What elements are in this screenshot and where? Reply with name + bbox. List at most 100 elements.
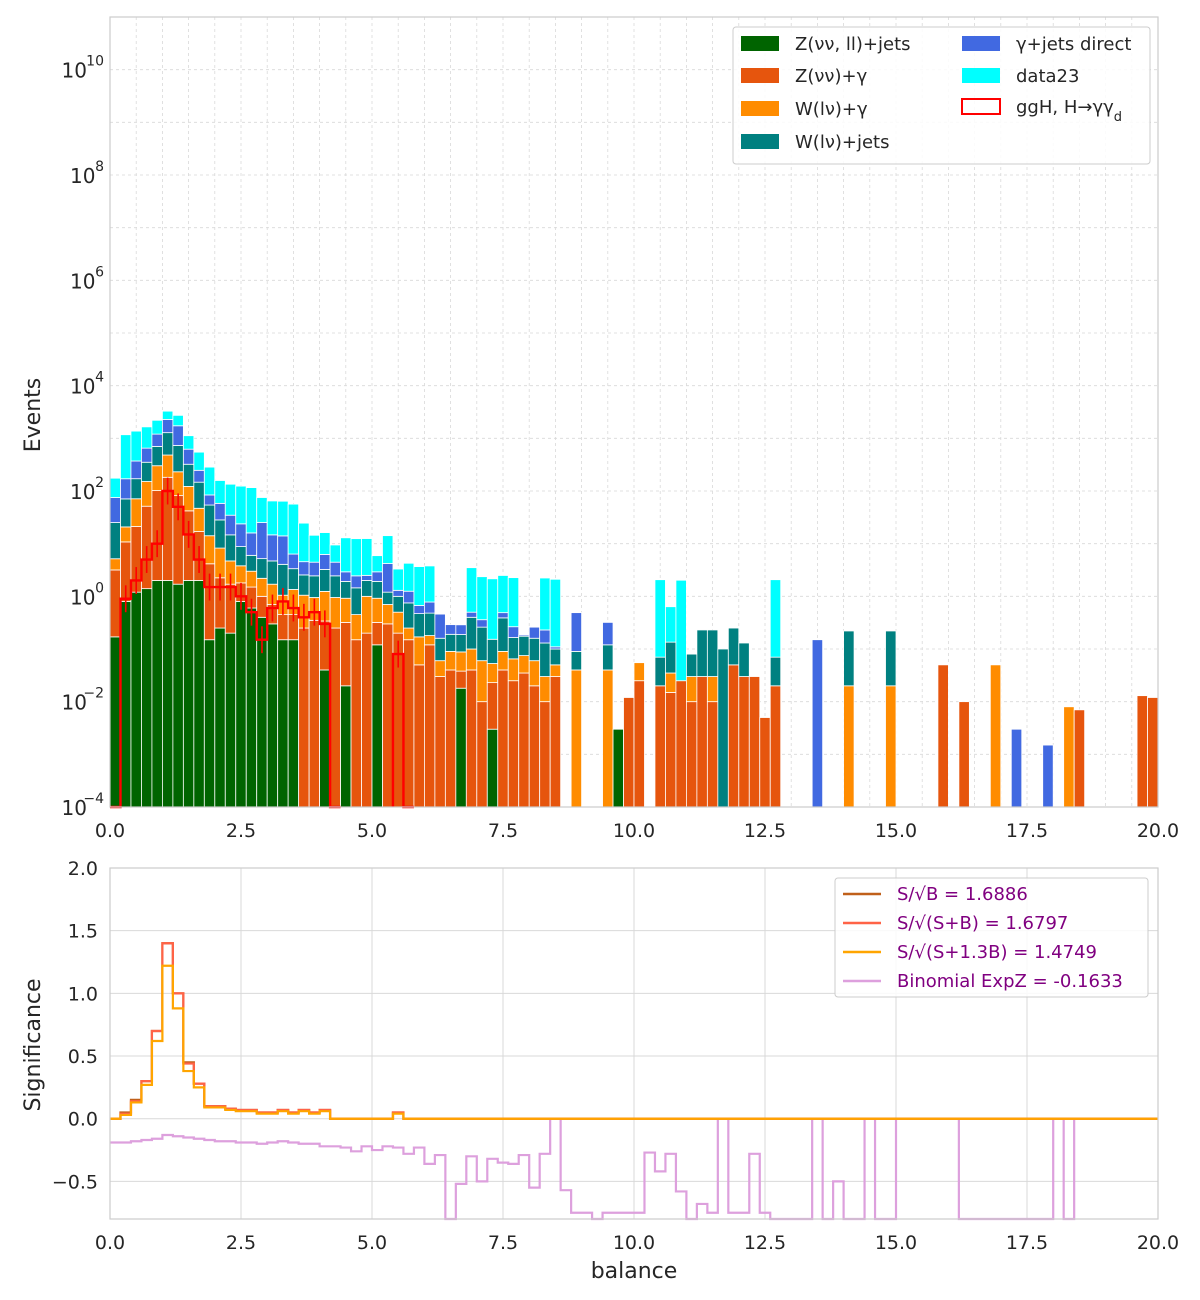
bottom-legend-label: S/√(S+B) = 1.6797 bbox=[897, 913, 1068, 934]
histogram-bar bbox=[403, 562, 415, 592]
histogram-bar bbox=[329, 561, 341, 577]
histogram-bar bbox=[455, 651, 467, 672]
histogram-bar bbox=[423, 601, 436, 614]
histogram-bar bbox=[727, 664, 740, 808]
histogram-bar bbox=[612, 728, 624, 808]
histogram-bar bbox=[382, 604, 394, 625]
histogram-bar bbox=[350, 575, 362, 589]
bottom-y-tick-labels: −0.5 0.0 0.5 1.0 1.5 2.0 bbox=[52, 858, 98, 1193]
histogram-bar bbox=[528, 685, 541, 808]
histogram-bar bbox=[413, 566, 425, 606]
top-y-tick-base: 10 bbox=[70, 269, 95, 293]
histogram-bar bbox=[109, 497, 121, 523]
histogram-bar bbox=[518, 655, 530, 674]
histogram-bar bbox=[161, 419, 174, 434]
bottom-legend-items: S/√B = 1.6886 S/√(S+B) = 1.6797 S/√(S+1.3B… bbox=[843, 884, 1123, 992]
top-x-tick-label: 0.0 bbox=[95, 820, 125, 842]
histogram-bar bbox=[340, 597, 352, 623]
histogram-bar bbox=[382, 623, 394, 808]
histogram-bar bbox=[444, 624, 457, 635]
bottom-legend-label: S/√(S+1.3B) = 1.4749 bbox=[897, 942, 1097, 963]
top-y-tick-base: 10 bbox=[70, 375, 95, 399]
histogram-bar bbox=[319, 569, 331, 592]
histogram-bar bbox=[141, 447, 153, 463]
histogram-bar bbox=[497, 617, 509, 652]
bottom-y-tick-label: 0.5 bbox=[68, 1046, 98, 1068]
histogram-bar bbox=[392, 568, 404, 591]
histogram-bar bbox=[130, 430, 142, 462]
histogram-bar bbox=[298, 561, 310, 576]
top-x-tick-label: 10.0 bbox=[613, 820, 655, 842]
histogram-bar bbox=[182, 435, 195, 450]
bottom-x-tick-label: 17.5 bbox=[1006, 1232, 1048, 1254]
histogram-bar bbox=[350, 587, 362, 615]
histogram-bar bbox=[465, 567, 478, 613]
histogram-bar bbox=[518, 634, 530, 637]
histogram-bar bbox=[109, 558, 121, 571]
histogram-bar bbox=[287, 568, 300, 590]
histogram-bar bbox=[266, 500, 279, 536]
histogram-bar bbox=[214, 480, 226, 504]
histogram-bar bbox=[811, 639, 824, 808]
histogram-bar bbox=[298, 574, 310, 596]
histogram-bar bbox=[245, 554, 258, 572]
histogram-bar bbox=[507, 658, 520, 682]
top-y-tick: 010 bbox=[70, 580, 104, 609]
histogram-bar bbox=[182, 580, 195, 808]
histogram-bar bbox=[455, 624, 467, 635]
top-y-tick: −410 bbox=[62, 791, 105, 820]
histogram-bar bbox=[706, 676, 719, 703]
histogram-bar bbox=[277, 639, 289, 808]
histogram-bar bbox=[434, 613, 446, 639]
histogram-bar bbox=[151, 465, 163, 491]
histogram-bar bbox=[497, 575, 509, 614]
histogram-bar bbox=[486, 663, 499, 684]
histogram-bar bbox=[193, 580, 205, 808]
bottom-x-tick-label: 20.0 bbox=[1137, 1232, 1179, 1254]
top-y-tick: 210 bbox=[70, 475, 104, 504]
histogram-bar bbox=[769, 579, 782, 658]
bottom-legend-entry: S/√(S+1.3B) = 1.4749 bbox=[843, 942, 1097, 963]
top-y-tick: −210 bbox=[62, 686, 104, 715]
histogram-bar bbox=[214, 627, 226, 808]
histogram-bar bbox=[340, 571, 352, 582]
histogram-bar bbox=[507, 577, 520, 628]
histogram-bar bbox=[497, 612, 509, 619]
histogram-bar bbox=[256, 558, 268, 579]
histogram-bar bbox=[350, 538, 362, 577]
histogram-bar bbox=[507, 626, 520, 638]
legend-entry: Z(νν)+γ bbox=[741, 66, 868, 87]
histogram-bar bbox=[130, 498, 142, 527]
histogram-bar bbox=[706, 629, 719, 677]
legend-swatch bbox=[741, 36, 779, 51]
top-legend: Z(νν, ll)+jets Z(νν)+γ W(lν)+γ W(lν)+jets γ+… bbox=[732, 26, 1151, 165]
histogram-bar bbox=[382, 563, 394, 593]
histogram-bar bbox=[570, 612, 582, 652]
histogram-bar bbox=[172, 414, 184, 427]
histogram-bar bbox=[392, 611, 404, 634]
histogram-bar bbox=[403, 627, 415, 641]
histogram-bar bbox=[214, 502, 226, 521]
histogram-bar bbox=[486, 578, 499, 640]
histogram-bar bbox=[161, 432, 174, 456]
histogram-bar bbox=[465, 616, 478, 650]
histogram-bar bbox=[423, 612, 436, 636]
histogram-bar bbox=[696, 676, 708, 808]
histogram-bar bbox=[277, 614, 289, 641]
bottom-legend-label: S/√B = 1.6886 bbox=[897, 884, 1028, 905]
histogram-bar bbox=[843, 685, 855, 808]
histogram-bar bbox=[224, 483, 237, 516]
histogram-bar bbox=[518, 635, 530, 656]
legend-label: Z(νν, ll)+jets bbox=[795, 34, 911, 55]
histogram-bar bbox=[120, 526, 132, 543]
histogram-bar bbox=[172, 425, 184, 446]
histogram-bar bbox=[476, 576, 488, 621]
histogram-bar bbox=[392, 595, 404, 613]
histogram-bar bbox=[769, 656, 782, 687]
histogram-bar bbox=[528, 660, 541, 687]
histogram-bar bbox=[130, 591, 142, 808]
legend-label: data23 bbox=[1016, 66, 1079, 87]
histogram-bar bbox=[465, 648, 478, 671]
histogram-bar bbox=[235, 565, 247, 584]
top-y-tick-exponent: −2 bbox=[83, 686, 104, 702]
